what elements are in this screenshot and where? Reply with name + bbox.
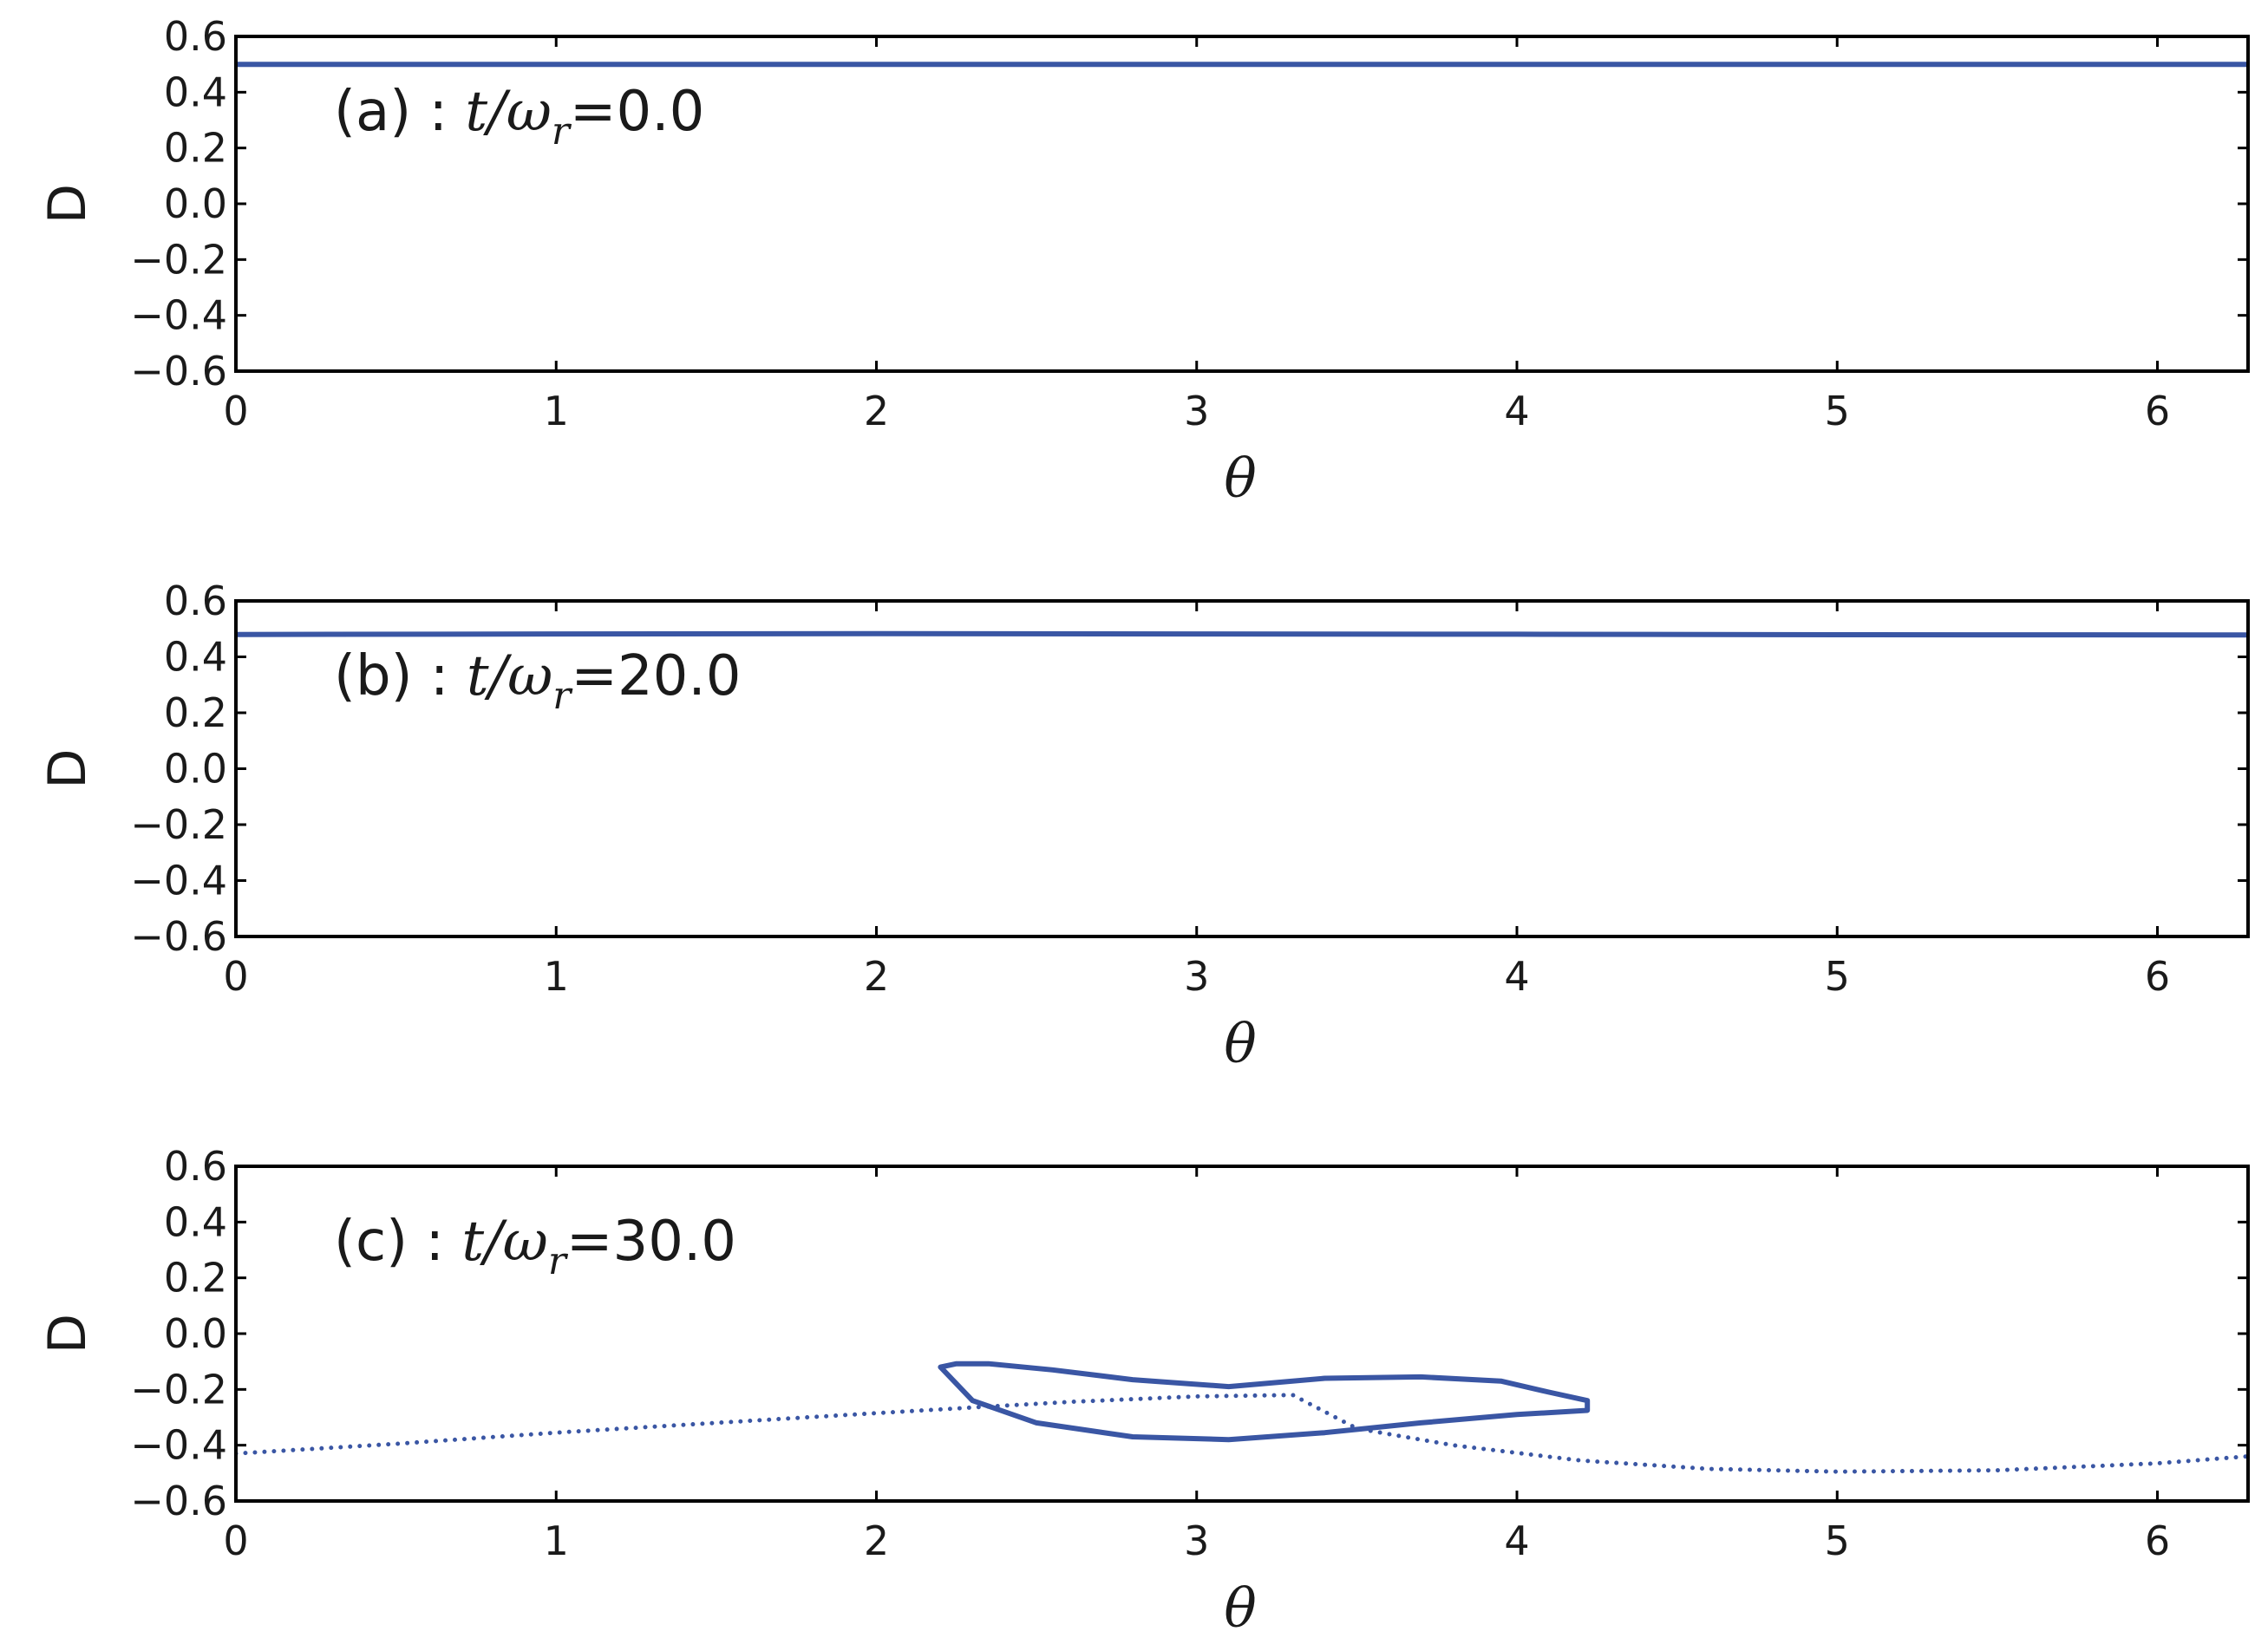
y-tick-label: 0.6: [164, 13, 227, 60]
x-tick-label: 1: [544, 388, 569, 434]
panel-annotation-c: (c) : t/ωr=30.0: [334, 1210, 736, 1283]
y-tick-label: −0.4: [130, 1422, 227, 1469]
y-tick-label: −0.6: [130, 1478, 227, 1524]
x-axis-label: θ: [1224, 1576, 1256, 1640]
x-tick-label: 6: [2145, 953, 2170, 1000]
x-tick-label: 2: [864, 388, 889, 434]
series-line-c: [938, 1361, 1591, 1443]
x-tick-label: 6: [2145, 1517, 2170, 1564]
y-tick-label: −0.6: [130, 348, 227, 395]
x-tick-label: 0: [223, 1517, 248, 1564]
x-tick-label: 3: [1184, 953, 1209, 1000]
series-line-b: [236, 630, 2248, 638]
x-tick-label: 6: [2145, 388, 2170, 434]
y-tick-label: −0.2: [130, 236, 227, 283]
y-tick-label: 0.2: [164, 125, 227, 172]
y-axis-label: D: [37, 1314, 98, 1354]
y-tick-label: −0.2: [130, 1366, 227, 1413]
x-tick-label: 1: [544, 953, 569, 1000]
x-axis-label: θ: [1224, 1012, 1256, 1075]
y-tick-label: 0.0: [164, 746, 227, 793]
x-tick-label: 2: [864, 1517, 889, 1564]
y-axis-label: D: [37, 748, 98, 788]
plot-area-c: [236, 1361, 2248, 1474]
x-tick-label: 5: [1825, 388, 1850, 434]
x-tick-label: 2: [864, 953, 889, 1000]
x-tick-label: 0: [223, 388, 248, 434]
panel-a: 0.6 0.4 0.2 0.0 −0.2 −0.4 −0.60 1 2 3 4 5 6 Dθ (a) : t…: [37, 13, 2250, 510]
x-tick-label: 3: [1184, 388, 1209, 434]
panel-b: 0.6 0.4 0.2 0.0 −0.2 −0.4 −0.60 1 2 3 4 5 6 Dθ (b) : t…: [37, 578, 2250, 1075]
y-tick-label: 0.4: [164, 1198, 227, 1245]
y-tick-label: 0.6: [164, 1143, 227, 1190]
plot-area-b: [236, 630, 2248, 638]
y-axis-label: D: [37, 184, 98, 224]
y-tick-label: 0.0: [164, 180, 227, 227]
y-tick-label: 0.6: [164, 578, 227, 624]
x-tick-label: 3: [1184, 1517, 1209, 1564]
x-tick-label: 5: [1825, 1517, 1850, 1564]
panel-annotation-a: (a) : t/ωr=0.0: [334, 80, 704, 153]
y-tick-label: 0.4: [164, 69, 227, 115]
y-tick-label: −0.2: [130, 801, 227, 848]
x-tick-label: 5: [1825, 953, 1850, 1000]
y-tick-label: 0.4: [164, 634, 227, 681]
panel-c: 0.6 0.4 0.2 0.0 −0.2 −0.4 −0.60 1 2 3 4 5 6 Dθ (c) : t…: [37, 1143, 2250, 1640]
x-tick-label: 1: [544, 1517, 569, 1564]
dotted-series-line-c: [236, 1393, 2248, 1474]
x-tick-label: 4: [1504, 953, 1529, 1000]
panel-annotation-b: (b) : t/ωr=20.0: [334, 644, 741, 718]
y-tick-label: −0.4: [130, 858, 227, 904]
x-axis-label: θ: [1224, 447, 1256, 510]
y-tick-label: 0.2: [164, 689, 227, 736]
x-tick-label: 0: [223, 953, 248, 1000]
y-tick-label: 0.2: [164, 1255, 227, 1302]
y-tick-label: 0.0: [164, 1310, 227, 1357]
x-tick-label: 4: [1504, 388, 1529, 434]
y-tick-label: −0.6: [130, 913, 227, 960]
y-tick-label: −0.4: [130, 292, 227, 339]
x-tick-label: 4: [1504, 1517, 1529, 1564]
